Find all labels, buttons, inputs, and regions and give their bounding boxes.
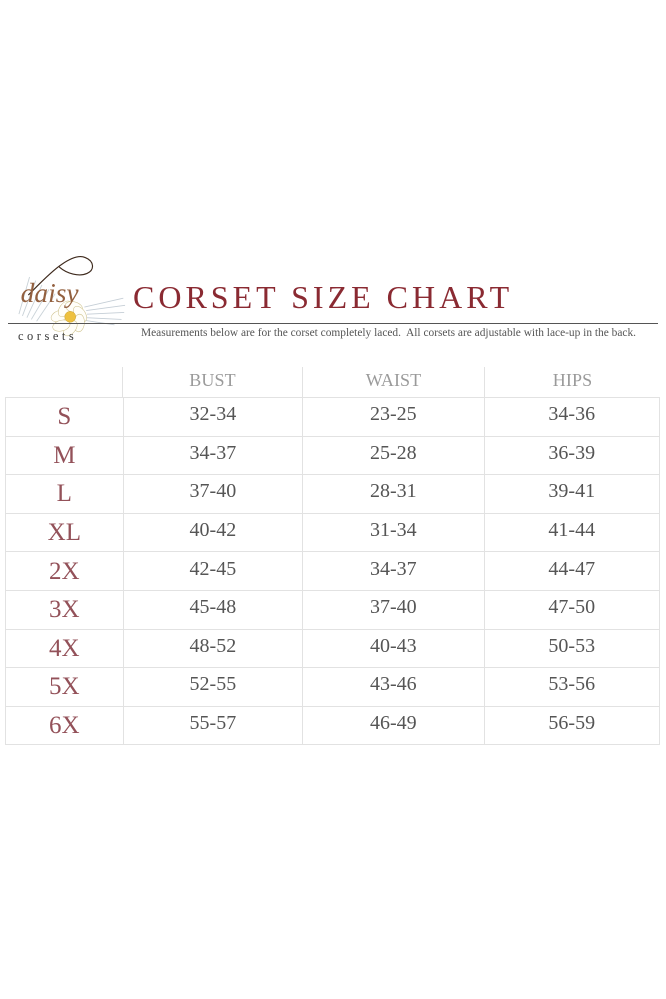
svg-text:daisy: daisy — [21, 278, 80, 308]
